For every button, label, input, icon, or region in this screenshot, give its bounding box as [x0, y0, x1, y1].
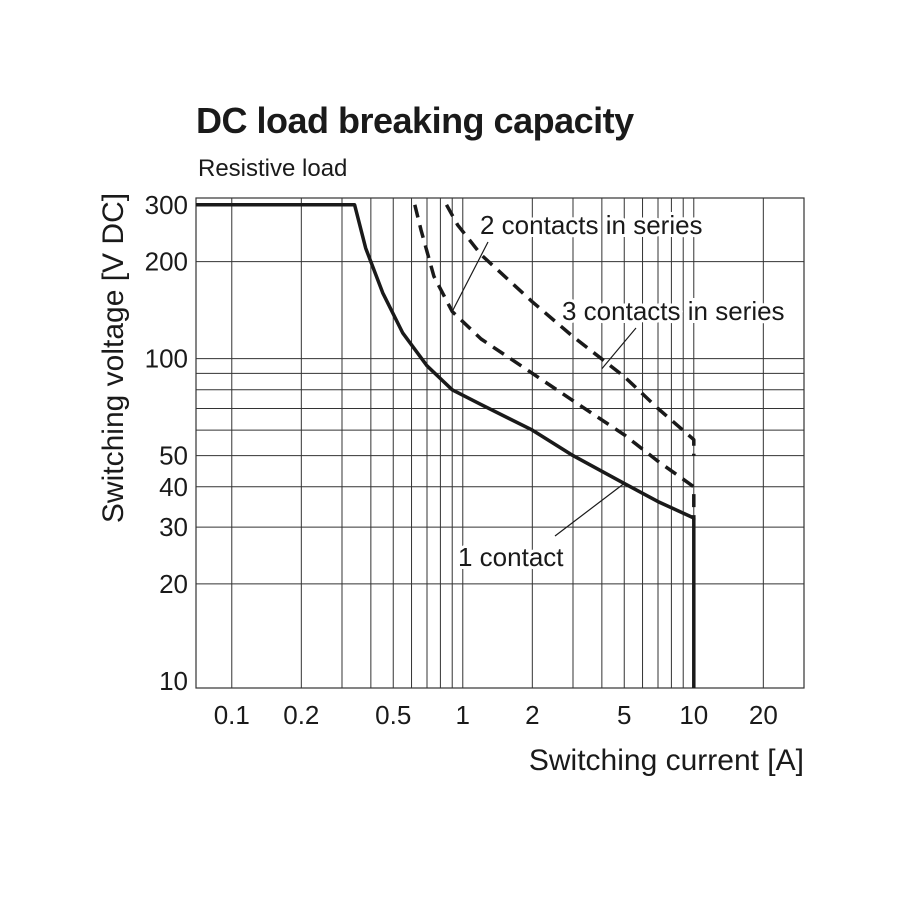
x-tick-label: 10: [679, 700, 708, 730]
y-tick-label: 30: [159, 512, 188, 542]
annotation-label: 1 contact: [458, 542, 564, 572]
y-tick-label: 40: [159, 472, 188, 502]
y-tick-label: 100: [145, 344, 188, 374]
chart-title: DC load breaking capacity: [196, 100, 634, 141]
plot-frame: [195, 197, 805, 689]
y-axis-label: Switching voltage [V DC]: [97, 193, 130, 523]
grid-layer: [195, 197, 805, 689]
x-tick-label: 0.1: [214, 700, 250, 730]
annotation-label: 2 contacts in series: [480, 210, 703, 240]
series-line-3-contacts-in-series: [444, 203, 696, 456]
x-tick-label: 2: [525, 700, 539, 730]
chart-subtitle: Resistive load: [198, 155, 348, 182]
annotation-leader: [451, 241, 489, 312]
x-axis-label: Switching current [A]: [529, 744, 804, 777]
annotation-leader: [601, 327, 637, 370]
y-tick-label: 20: [159, 569, 188, 599]
annotation-label: 3 contacts in series: [562, 296, 785, 326]
y-tick-label: 200: [145, 247, 188, 277]
x-tick-label: 1: [456, 700, 470, 730]
x-tick-label: 5: [617, 700, 631, 730]
x-tick-label: 0.5: [375, 700, 411, 730]
series-line-2-contacts-in-series: [413, 204, 696, 521]
y-tick-label: 50: [159, 441, 188, 471]
annotation-leader: [554, 482, 625, 537]
annotation-layer: 2 contacts in series 3 contacts in series…: [451, 207, 788, 575]
series-line-1-contact: [196, 203, 696, 688]
x-tick-label: 20: [749, 700, 778, 730]
y-tick-label: 10: [159, 666, 188, 696]
x-tick-label: 0.2: [283, 700, 319, 730]
y-tick-label: 300: [145, 190, 188, 220]
series-layer: [196, 203, 696, 688]
